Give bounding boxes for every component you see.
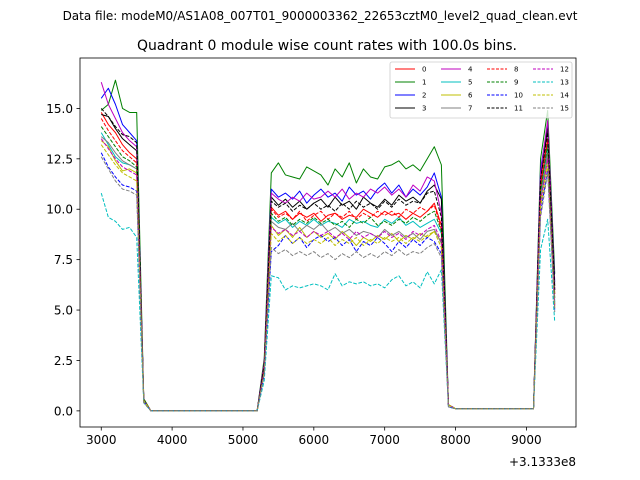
legend-label-13: 13: [560, 79, 569, 87]
y-tick-label: 5.0: [54, 304, 73, 318]
legend-label-7: 7: [468, 105, 472, 113]
axes-frame: [79, 57, 577, 428]
series-line-15: [100, 156, 556, 412]
legend-label-5: 5: [468, 79, 472, 87]
legend-label-8: 8: [514, 66, 518, 74]
y-tick-label: 2.5: [54, 354, 73, 368]
suptitle: Data file: modeM0/AS1A08_007T01_90000033…: [63, 9, 578, 23]
plot-area: [100, 79, 556, 412]
legend-label-2: 2: [422, 92, 426, 100]
legend-label-11: 11: [514, 105, 523, 113]
legend-box: [389, 61, 573, 119]
y-tick-label: 12.5: [46, 152, 73, 166]
x-tick-label: 8000: [440, 433, 471, 447]
x-tick-label: 6000: [299, 433, 330, 447]
legend-label-14: 14: [560, 92, 569, 100]
chart-title: Quadrant 0 module wise count rates with …: [137, 38, 517, 54]
y-tick-label: 15.0: [46, 102, 73, 116]
legend-label-15: 15: [560, 105, 569, 113]
legend-label-0: 0: [422, 66, 426, 74]
legend-label-12: 12: [560, 66, 569, 74]
axes: 3000 4000 5000 6000 7000 8000 9000 0.0 2.5 5.0 7.5…: [46, 57, 577, 447]
x-tick-label: 3000: [86, 433, 117, 447]
x-tick-label: 4000: [157, 433, 188, 447]
x-offset-label: +3.1333e8: [509, 455, 576, 469]
legend-label-1: 1: [422, 79, 426, 87]
x-tick-label: 7000: [369, 433, 400, 447]
legend-label-4: 4: [468, 66, 473, 74]
y-tick-label: 10.0: [46, 203, 73, 217]
legend-label-6: 6: [468, 92, 473, 100]
legend-label-9: 9: [514, 79, 518, 87]
legend-label-10: 10: [514, 92, 523, 100]
legend-label-3: 3: [422, 105, 426, 113]
x-tick-label: 9000: [511, 433, 542, 447]
x-tick-label: 5000: [228, 433, 259, 447]
y-tick-label: 7.5: [54, 253, 73, 267]
y-tick-label: 0.0: [54, 404, 73, 418]
